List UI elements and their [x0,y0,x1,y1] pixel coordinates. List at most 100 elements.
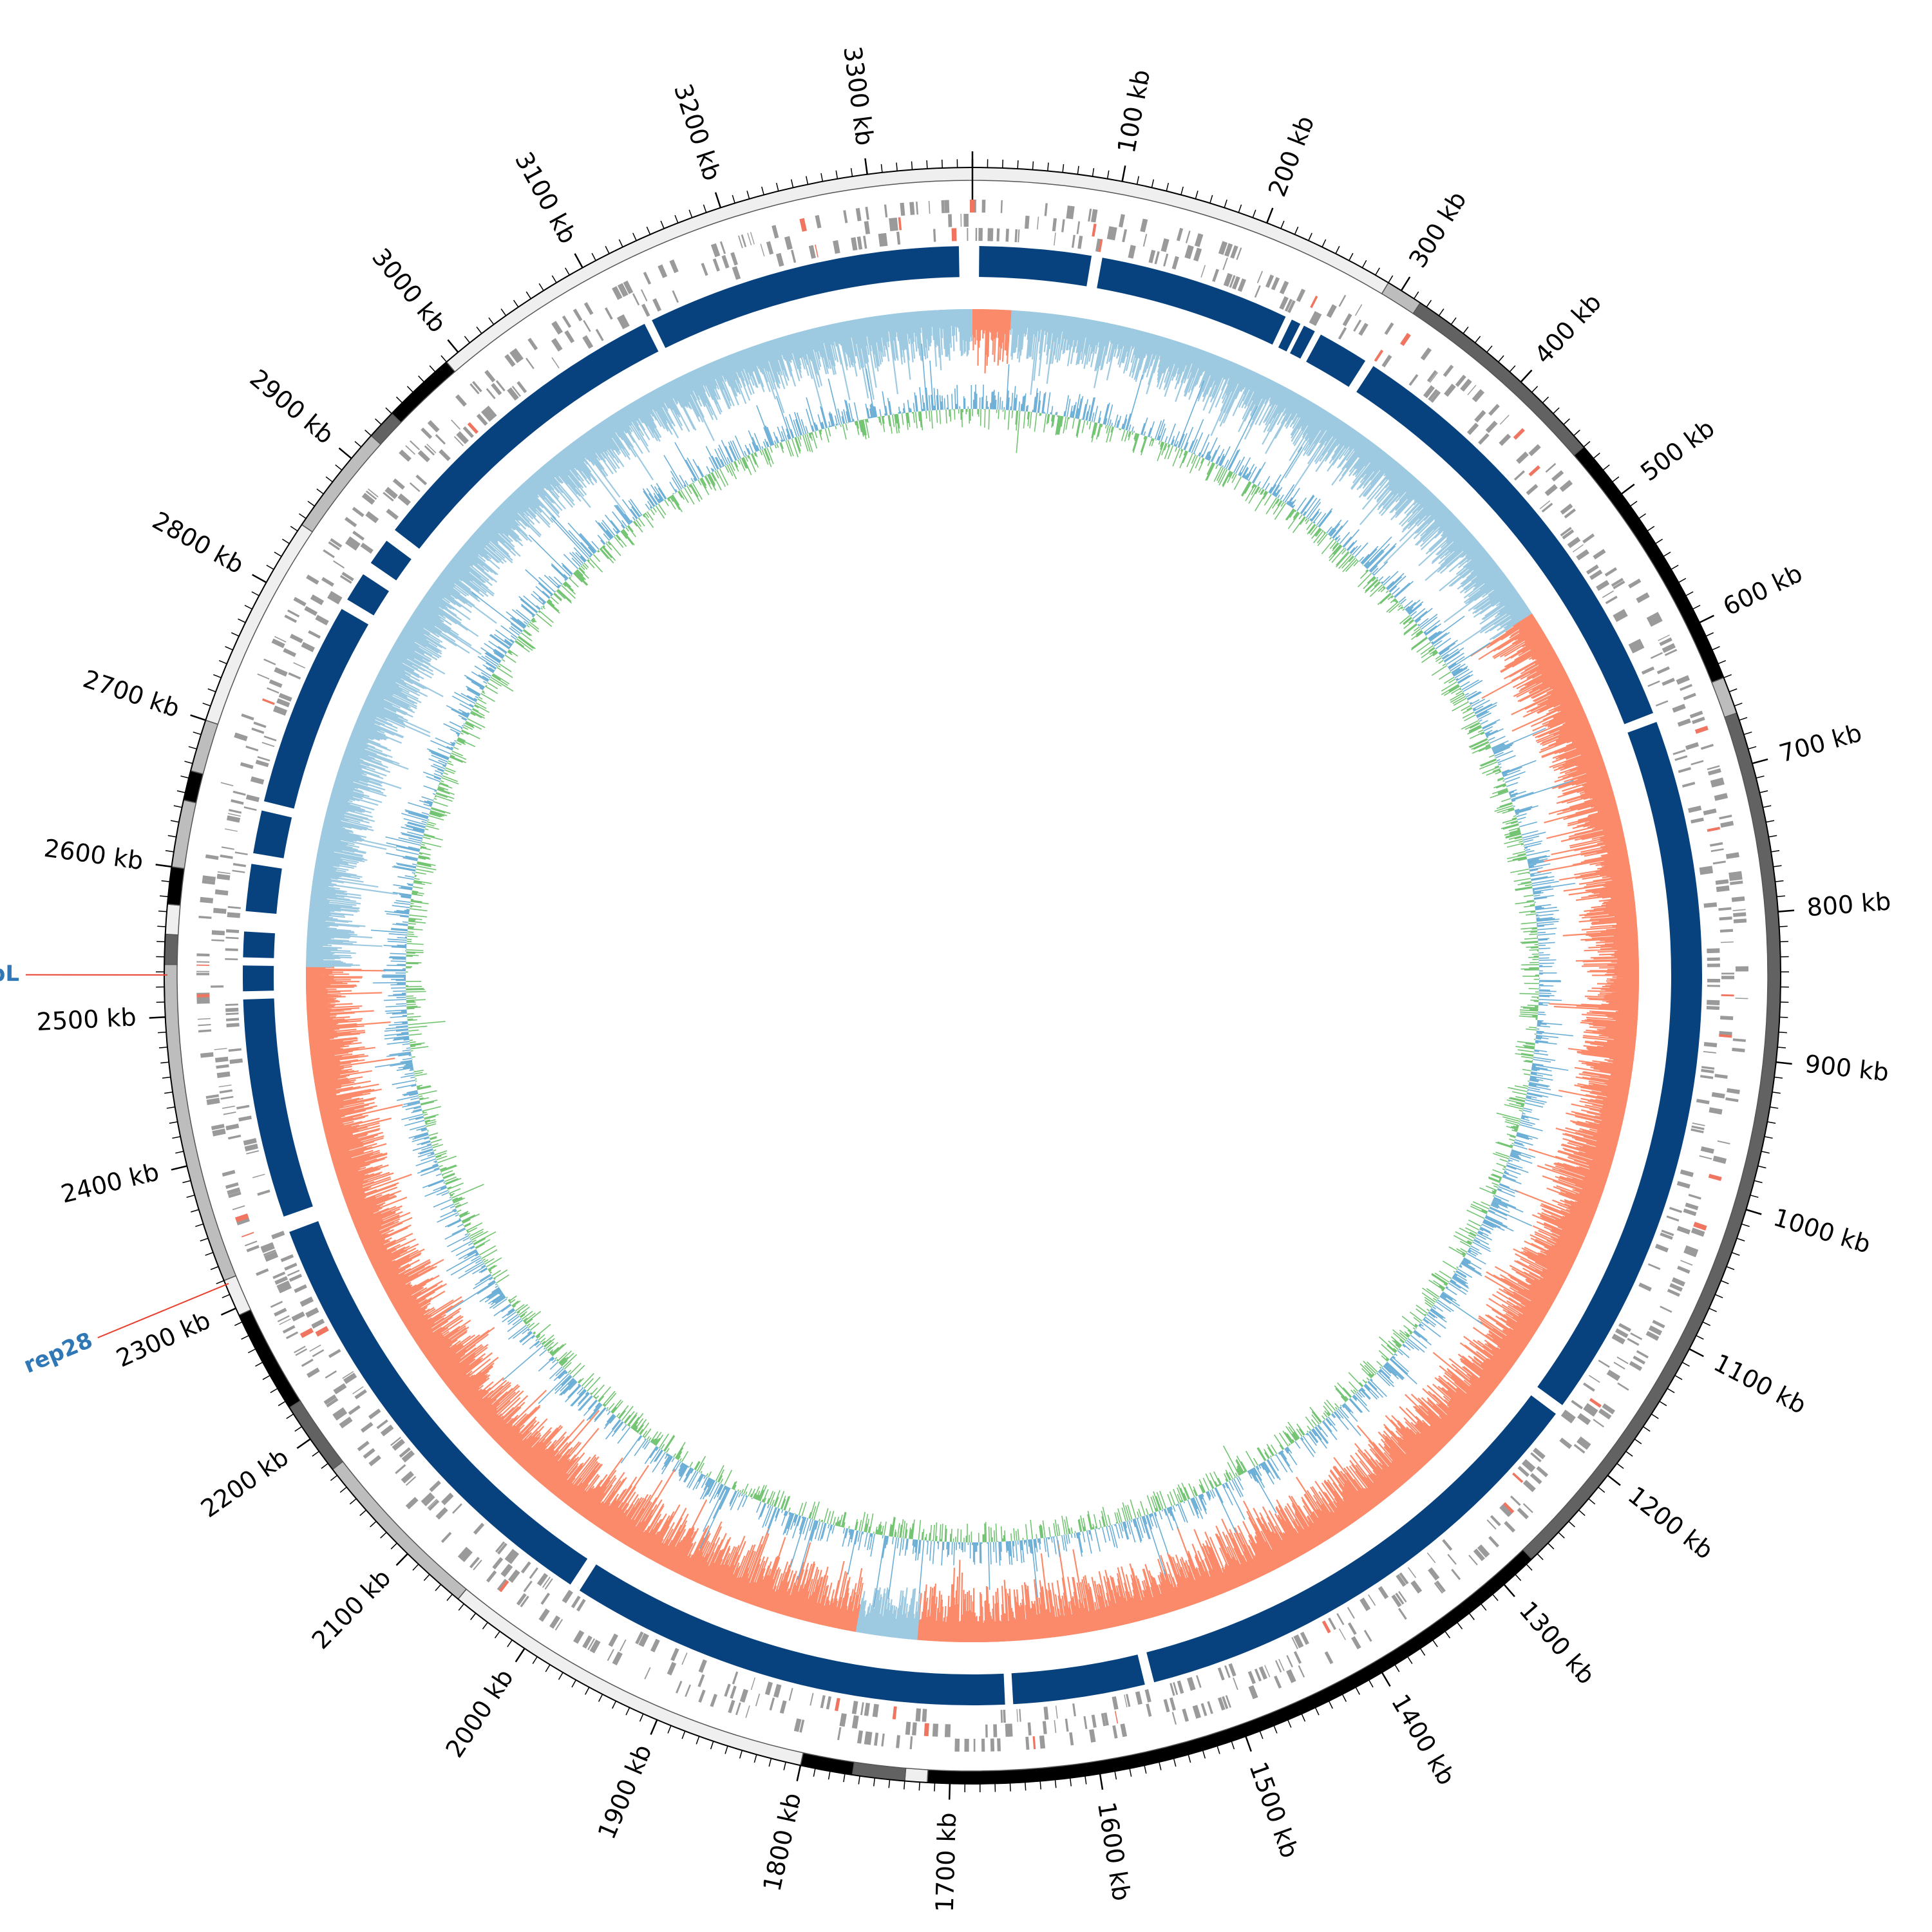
feature-mark [1265,274,1274,288]
feature-mark [486,1570,497,1583]
minor-tick [251,591,260,596]
minor-tick [688,209,693,218]
minor-tick [162,1076,171,1079]
feature-mark [915,1708,922,1722]
feature-mark [245,745,259,752]
feature-mark [278,692,292,702]
feature-mark [1455,374,1466,387]
feature-mark [1192,1705,1202,1719]
feature-mark [328,1349,341,1358]
minor-tick [873,1777,876,1786]
feature-mark [486,405,497,418]
major-tick [864,158,868,175]
feature-mark [732,266,741,280]
feature-mark [1617,1382,1629,1391]
feature-mark [1707,963,1720,967]
minor-tick [1349,252,1354,261]
feature-mark [1144,1689,1151,1703]
feature-mark [1669,1207,1683,1213]
feature-mark [1660,1232,1673,1240]
feature-mark [1583,1405,1596,1417]
feature-mark [1381,354,1392,368]
feature-mark [638,1633,647,1646]
feature-mark [244,1240,258,1247]
feature-mark [975,228,978,242]
feature-mark [1676,675,1690,685]
feature-mark [1522,1479,1536,1493]
feature-mark [206,1097,220,1106]
minor-tick [783,1761,786,1770]
minor-tick [1593,452,1600,459]
minor-tick [1526,1564,1533,1571]
feature-mark [1110,227,1117,241]
feature-mark [252,1173,265,1179]
minor-tick [270,1388,278,1394]
feature-mark [265,1253,279,1262]
feature-mark [1636,592,1650,603]
feature-mark [334,1409,348,1421]
feature-mark [810,1692,814,1706]
feature-mark [451,419,461,430]
minor-tick [1598,1486,1605,1493]
minor-tick [482,1622,488,1630]
minor-tick [1509,365,1516,372]
feature-mark [1101,1713,1106,1727]
minor-tick [768,1758,772,1767]
feature-mark [229,1058,243,1065]
minor-tick [1368,1680,1374,1688]
feature-mark [799,1719,805,1733]
feature-mark [1500,1504,1512,1517]
feature-mark [632,293,640,306]
feature-mark [435,1507,448,1520]
feature-mark [405,1497,419,1510]
feature-mark [1359,1597,1371,1611]
blue-block [395,323,659,549]
minor-tick [500,308,507,316]
feature-mark [881,232,888,247]
minor-tick [813,1768,816,1777]
minor-tick [207,688,216,692]
minor-tick [241,1335,249,1340]
minor-tick [165,849,174,853]
feature-mark [392,478,405,490]
feature-mark [779,1700,787,1714]
feature-mark [1410,1580,1423,1594]
feature-mark [284,614,298,623]
minor-tick [158,1046,167,1048]
feature-mark [851,1701,858,1714]
feature-mark [1613,609,1626,618]
outer-band-segment [800,1752,855,1776]
feature-mark [1647,680,1660,687]
minor-tick [1394,1664,1400,1672]
minor-tick [205,1252,214,1256]
feature-mark [1689,710,1703,719]
feature-mark [261,741,275,747]
minor-tick [1231,1741,1235,1750]
minor-tick [262,1375,270,1380]
feature-mark [497,1578,507,1591]
tick-label: 1700 kb [931,1812,961,1913]
feature-mark [333,560,345,569]
feature-mark [1676,1180,1690,1189]
feature-mark [855,207,862,222]
feature-mark [1709,1107,1723,1115]
feature-mark [1351,1636,1361,1650]
feature-mark [928,200,931,214]
feature-mark [1160,238,1170,252]
feature-mark [954,1738,957,1752]
major-tick [220,1307,236,1316]
feature-mark [808,245,816,259]
feature-mark [1217,1667,1225,1681]
minor-tick [1757,1165,1766,1169]
feature-mark [1027,1722,1032,1736]
feature-mark [1396,1574,1406,1587]
minor-tick [1032,161,1034,170]
feature-mark [739,1689,748,1703]
minor-tick [170,820,179,823]
feature-mark [225,929,240,933]
minor-tick [1025,1782,1027,1791]
minor-tick [625,1707,630,1716]
minor-tick [195,1223,204,1227]
feature-mark [1735,966,1748,972]
minor-tick [1678,578,1687,583]
